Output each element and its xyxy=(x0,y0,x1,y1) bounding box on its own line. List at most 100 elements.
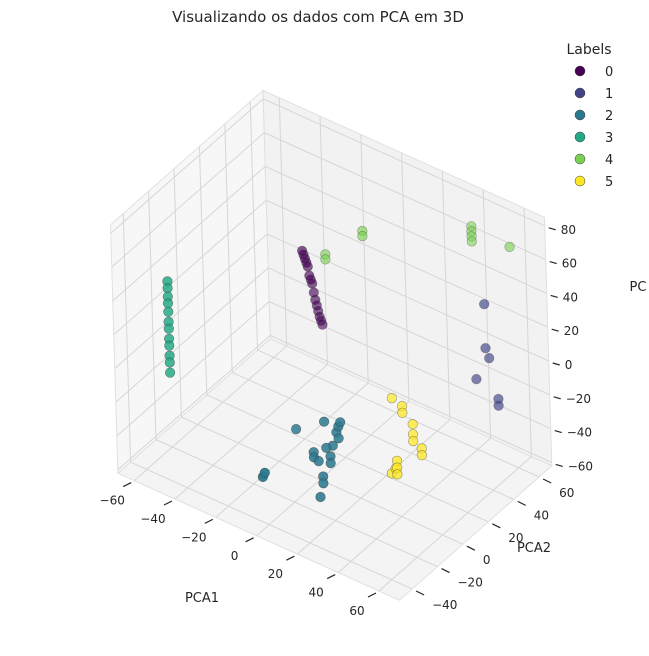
z-tick-label-1: −40 xyxy=(567,426,592,440)
z-tick-label-4: 20 xyxy=(564,324,579,338)
x-tick-label-3: 0 xyxy=(231,549,239,563)
grid-x-floor-6 xyxy=(378,456,532,592)
legend-marker-0 xyxy=(574,65,586,77)
grid-y-left-0 xyxy=(122,213,132,463)
grid-y-left-4 xyxy=(224,123,233,373)
point-label-1-4 xyxy=(493,400,504,411)
point-label-3-11 xyxy=(165,367,176,378)
grid-y-left-2 xyxy=(173,168,182,418)
point-label-5-10 xyxy=(392,469,403,480)
legend-marker-1 xyxy=(574,87,586,99)
grid-y-left-5 xyxy=(249,101,259,351)
z-tick-mark-7 xyxy=(548,227,556,231)
grid-y-left-3 xyxy=(198,146,208,395)
grid-x-back-5 xyxy=(482,189,492,439)
grid-z-left-4 xyxy=(113,199,267,336)
grid-x-floor-1 xyxy=(174,364,328,500)
point-label-3-8 xyxy=(164,340,175,351)
z-tick-mark-1 xyxy=(554,430,562,434)
legend-label-0: 0 xyxy=(605,65,613,80)
z-axis-label: PC xyxy=(630,280,647,295)
grid-z-back-1 xyxy=(268,301,551,430)
grid-x-back-6 xyxy=(523,208,532,457)
point-label-3-3 xyxy=(162,298,174,309)
legend-label-4: 4 xyxy=(605,153,613,168)
grid-z-back-5 xyxy=(264,165,547,294)
z-tick-mark-0 xyxy=(555,463,563,467)
grid-z-left-3 xyxy=(114,233,268,369)
grid-x-back-2 xyxy=(360,134,369,383)
point-label-1-0 xyxy=(479,299,490,310)
point-label-2-6 xyxy=(321,442,332,453)
y-tick-mark-4 xyxy=(517,500,526,506)
scatter-points xyxy=(162,221,515,503)
point-label-1-2 xyxy=(484,353,495,364)
point-label-1-5 xyxy=(471,374,482,385)
y-tick-label-4: 40 xyxy=(534,508,549,522)
grid-x-back-3 xyxy=(401,152,410,402)
legend-label-3: 3 xyxy=(605,131,613,146)
z-tick-label-5: 40 xyxy=(563,290,578,304)
grid-z-back-6 xyxy=(263,132,546,261)
grid-y-floor-1 xyxy=(155,439,438,568)
point-label-0-0 xyxy=(297,245,308,256)
y-tick-label-0: −40 xyxy=(432,598,457,612)
grid-x-floor-5 xyxy=(337,437,491,573)
legend-marker-4 xyxy=(574,153,586,165)
x-tick-label-1: −40 xyxy=(140,512,165,526)
point-label-3-6 xyxy=(163,323,174,334)
point-label-2-15 xyxy=(291,424,302,435)
x-tick-label-2: −20 xyxy=(181,530,206,544)
grid-x-floor-4 xyxy=(297,419,451,555)
grid-z-left-7 xyxy=(110,98,264,234)
legend-title: Labels xyxy=(566,42,611,58)
point-label-4-3 xyxy=(466,236,477,247)
point-label-4-8 xyxy=(320,254,331,265)
x-tick-label-0: −60 xyxy=(100,494,125,508)
grid-y-floor-4 xyxy=(231,371,514,500)
x-tick-label-4: 20 xyxy=(268,567,283,581)
z-tick-mark-3 xyxy=(552,362,560,366)
y-axis-label: PCA2 xyxy=(517,541,551,556)
grid-z-left-1 xyxy=(116,301,270,437)
point-label-5-0 xyxy=(386,393,397,404)
y-tick-mark-0 xyxy=(415,590,425,596)
z-tick-label-3: 0 xyxy=(565,358,573,372)
grid-y-floor-3 xyxy=(206,394,489,523)
y-tick-mark-2 xyxy=(466,545,476,551)
y-tick-label-2: 0 xyxy=(483,553,491,567)
z-tick-mark-6 xyxy=(549,261,557,265)
z-tick-label-2: −20 xyxy=(566,392,591,406)
grid-z-left-5 xyxy=(112,166,266,302)
point-label-3-4 xyxy=(163,306,174,317)
grid-x-floor-3 xyxy=(256,401,410,537)
x-tick-label-6: 60 xyxy=(349,604,364,618)
grid-z-back-7 xyxy=(262,98,545,227)
legend-label-1: 1 xyxy=(605,87,613,102)
point-label-2-8 xyxy=(325,458,336,469)
legend-label-5: 5 xyxy=(605,175,613,190)
x-tick-mark-4 xyxy=(286,555,295,561)
x-tick-label-5: 40 xyxy=(309,586,324,600)
z-tick-mark-5 xyxy=(550,294,558,298)
point-label-0-8 xyxy=(308,287,319,298)
legend-label-2: 2 xyxy=(605,109,613,124)
x-tick-mark-5 xyxy=(326,574,336,580)
point-label-2-13 xyxy=(318,478,329,489)
y-tick-label-3: 20 xyxy=(508,531,523,545)
point-label-5-2 xyxy=(397,407,408,418)
grid-z-left-0 xyxy=(117,335,271,471)
point-label-5-3 xyxy=(407,419,418,430)
grid-z-left-2 xyxy=(115,267,269,403)
point-label-3-10 xyxy=(164,357,175,368)
grid-z-back-0 xyxy=(269,334,552,463)
z-tick-mark-4 xyxy=(551,328,559,332)
x-tick-mark-6 xyxy=(367,592,377,598)
grid-y-left-1 xyxy=(148,191,157,440)
legend: Labels 0 1 2 3 4 5 xyxy=(566,42,613,190)
point-label-5-7 xyxy=(416,450,428,461)
z-tick-label-0: −60 xyxy=(568,459,593,473)
legend-marker-5 xyxy=(574,175,586,187)
